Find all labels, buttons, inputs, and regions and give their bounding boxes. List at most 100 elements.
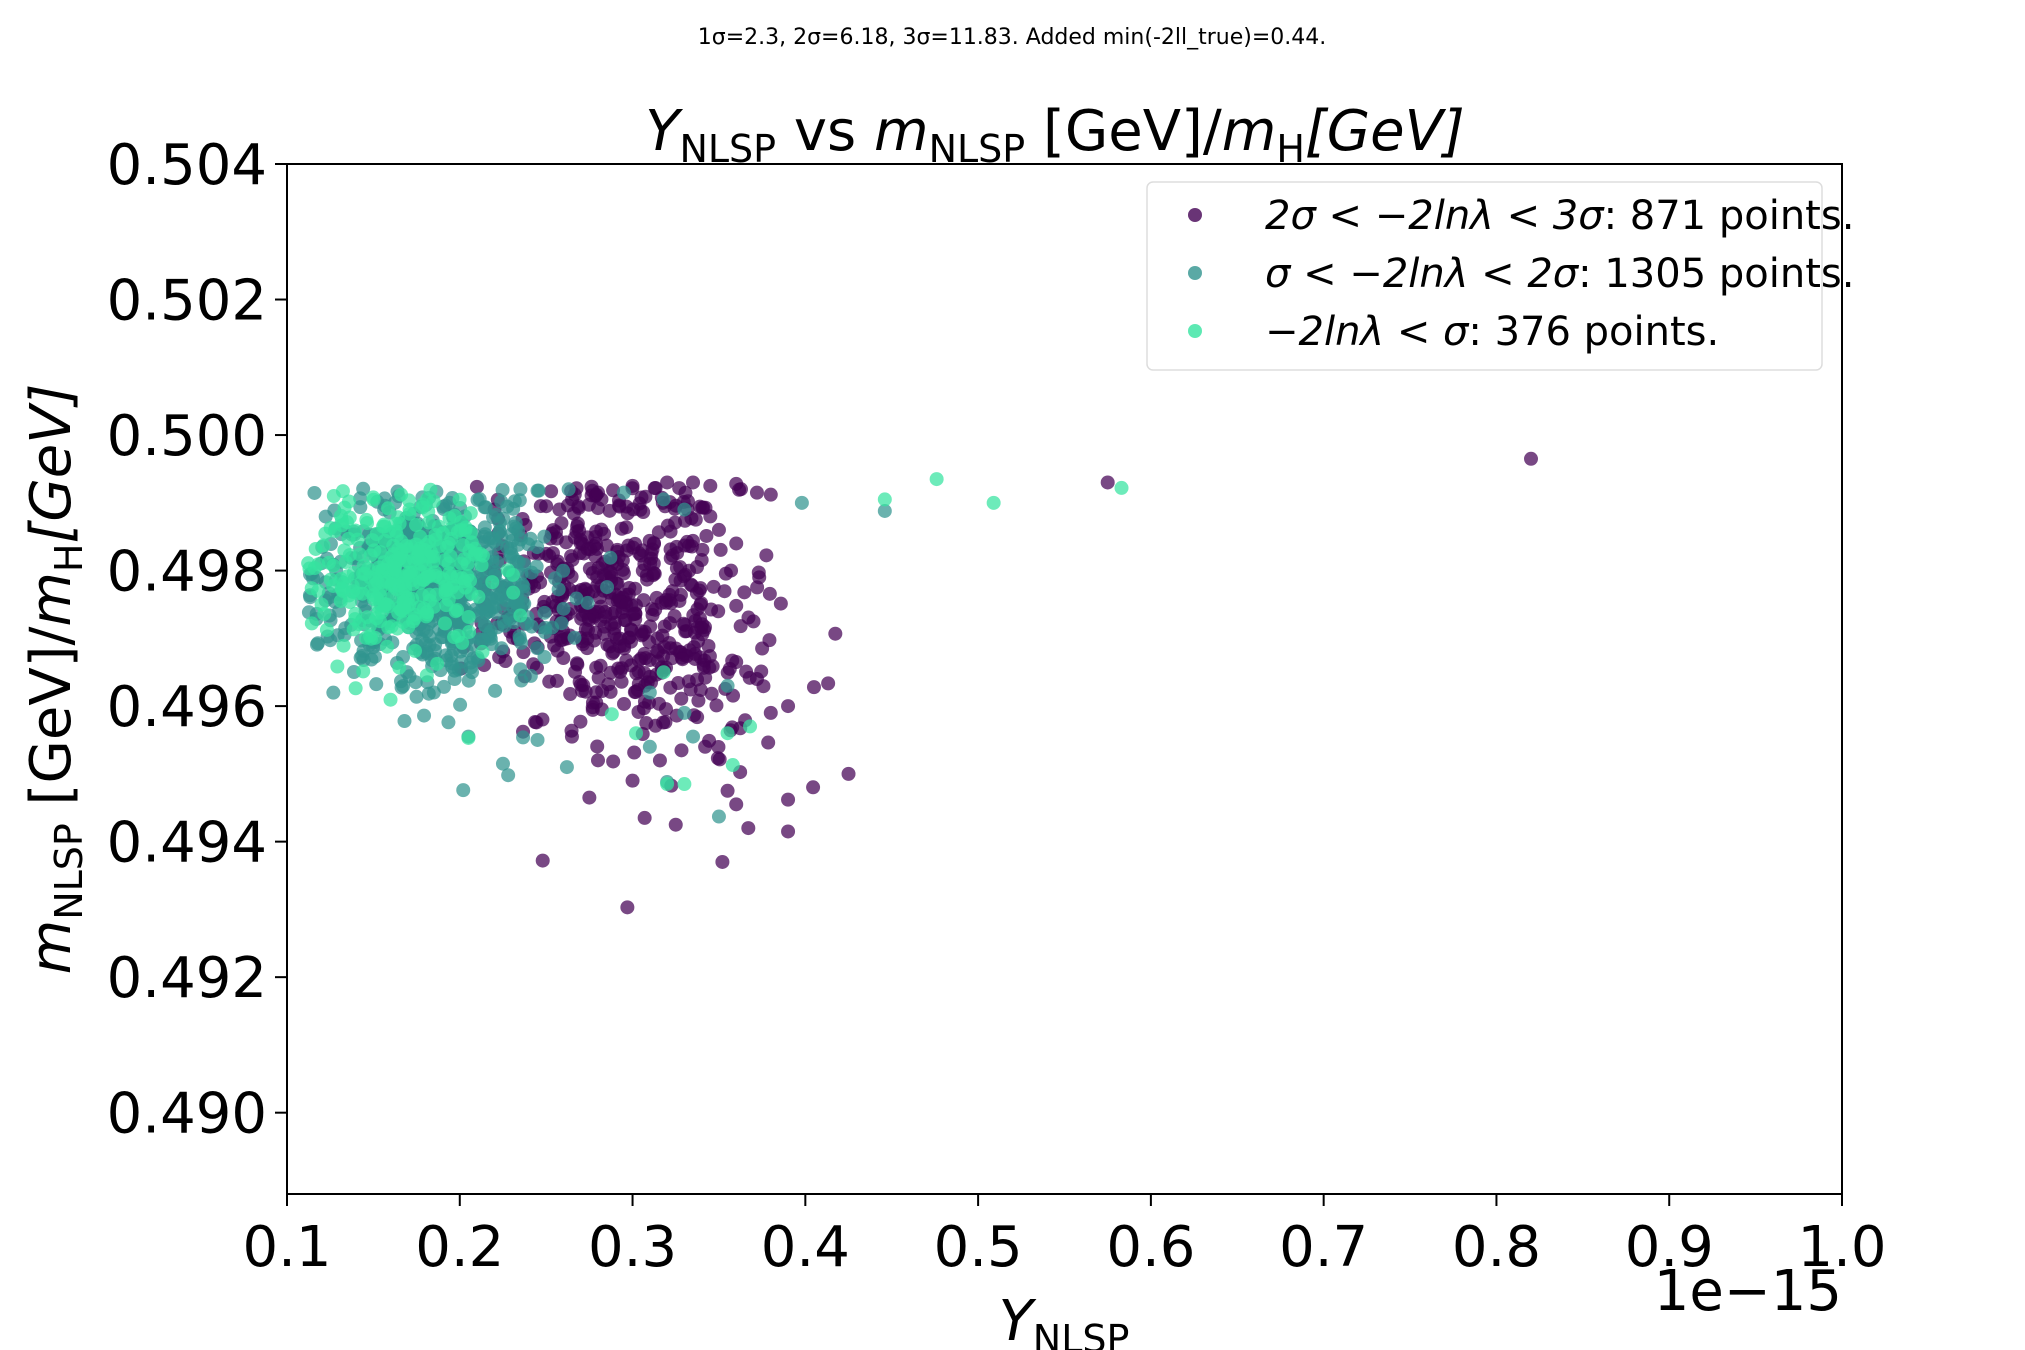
scatter-point [392, 660, 407, 675]
scatter-point [408, 675, 423, 690]
scatter-point [419, 668, 434, 683]
scatter-point [545, 595, 560, 610]
scatter-point [686, 729, 701, 744]
scatter-point [463, 506, 478, 521]
scatter-point [625, 773, 640, 788]
scatter-point [485, 575, 500, 590]
scatter-point [409, 689, 424, 704]
scatter-point [513, 662, 528, 677]
scatter-point [449, 617, 464, 632]
scatter-point [642, 739, 657, 754]
scatter-point [604, 707, 619, 722]
scatter-point [478, 618, 493, 633]
plot-frame [286, 163, 1843, 1195]
scatter-point [530, 732, 545, 747]
scatter-point [381, 501, 396, 516]
scatter-point [656, 665, 671, 680]
scatter-point [635, 543, 650, 558]
scatter-point [426, 494, 441, 509]
scatter-point [452, 492, 467, 507]
scatter-point [651, 525, 666, 540]
scatter-point [567, 630, 582, 645]
scatter-point [650, 654, 665, 669]
scatter-point [530, 483, 545, 498]
scatter-point [929, 472, 944, 487]
scatter-point [645, 607, 660, 622]
scatter-point [743, 719, 758, 734]
scatter-point [729, 655, 744, 670]
scatter-point [513, 608, 528, 623]
legend-marker [1188, 208, 1202, 222]
scatter-point [603, 684, 618, 699]
legend-entry-label: 2σ < −2lnλ < 3σ: 871 points. [1265, 193, 1854, 239]
scatter-point [340, 569, 355, 584]
scatter-point [564, 723, 579, 738]
scatter-point [652, 696, 667, 711]
scatter-point [569, 591, 584, 606]
scatter-point [463, 573, 478, 588]
scatter-point [490, 620, 505, 635]
scatter-point [674, 743, 689, 758]
scatter-point [559, 760, 574, 775]
scatter-point [360, 610, 375, 625]
scatter-point [397, 714, 412, 729]
legend-entry-math: −2lnλ < σ [1265, 309, 1470, 355]
scatter-point [623, 634, 638, 649]
scatter-point [656, 492, 671, 507]
scatter-point [877, 492, 892, 507]
scatter-point [652, 753, 667, 768]
legend-entry-label: σ < −2lnλ < 2σ: 1305 points. [1265, 251, 1854, 297]
series-0-points [399, 451, 1538, 915]
scatter-point [591, 501, 606, 516]
x-tick-label: 0.3 [588, 1215, 677, 1280]
x-tick-label: 0.7 [1279, 1215, 1368, 1280]
scatter-point [450, 524, 465, 539]
scatter-point [355, 649, 370, 664]
scatter-point [495, 756, 510, 771]
scatter-point [409, 518, 424, 533]
scatter-point [629, 726, 644, 741]
scatter-point [729, 476, 744, 491]
scatter-point [529, 715, 544, 730]
scatter-point [628, 581, 643, 596]
scatter-point [444, 569, 459, 584]
scatter-point [450, 603, 465, 618]
scatter-point [663, 641, 678, 656]
scatter-point [606, 483, 621, 498]
scatter-point [606, 754, 621, 769]
scatter-point [636, 701, 651, 716]
x-tick-label: 0.1 [242, 1215, 331, 1280]
scatter-point [486, 510, 501, 525]
scatter-point [415, 588, 430, 603]
scatter-point [447, 672, 462, 686]
scatter-point [415, 632, 430, 647]
scatter-point [456, 783, 471, 798]
xlabel-var: Y [999, 1289, 1037, 1350]
scatter-point [434, 630, 449, 645]
scatter-point [699, 528, 714, 543]
scatter-point [428, 527, 443, 542]
scatter-point [1100, 475, 1115, 490]
scatter-point [402, 506, 417, 521]
scatter-point [614, 521, 629, 536]
scatter-point [478, 527, 493, 542]
scatter-point [341, 494, 356, 509]
scatter-point [547, 638, 562, 653]
scatter-point [627, 685, 642, 700]
scatter-point [806, 680, 821, 695]
scatter-point [572, 546, 587, 561]
x-tick-label: 0.9 [1625, 1215, 1714, 1280]
scatter-point [616, 485, 631, 500]
scatter-point [365, 533, 380, 548]
scatter-point [394, 534, 409, 549]
scatter-point [352, 547, 367, 562]
scatter-point [464, 586, 479, 601]
scatter-point [582, 561, 597, 576]
scatter-point [749, 672, 764, 686]
scatter-point [398, 553, 413, 568]
scatter-point [590, 739, 605, 754]
scatter-point [704, 686, 719, 701]
x-tick-label: 0.8 [1452, 1215, 1541, 1280]
scatter-point [464, 665, 479, 680]
